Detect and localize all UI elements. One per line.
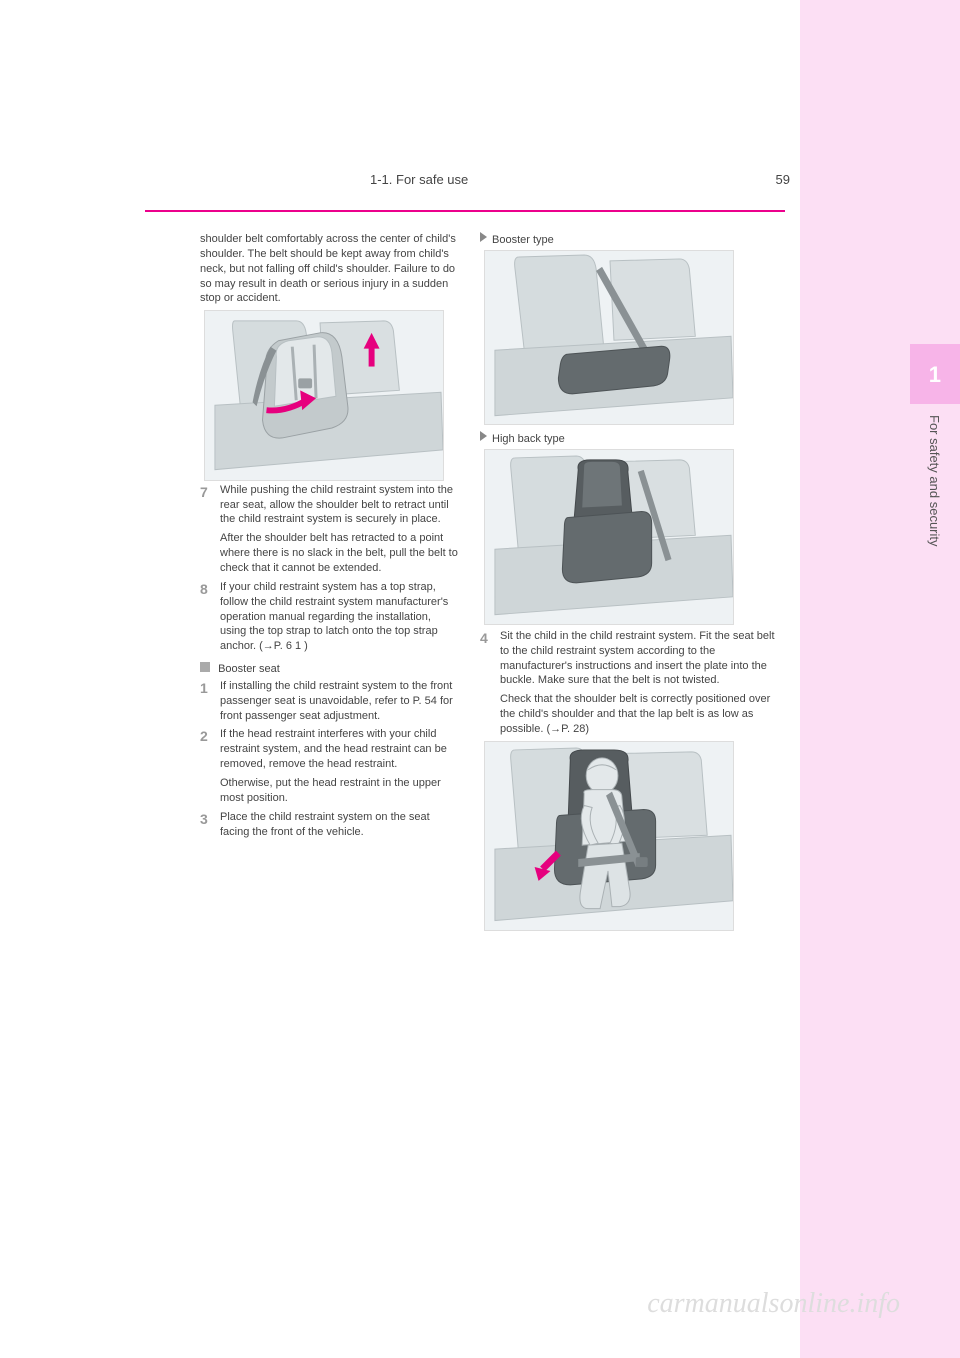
triangle-bullet-icon — [480, 431, 487, 441]
chapter-label: For safety and security — [927, 415, 942, 547]
illus-booster-cushion — [484, 250, 734, 426]
step-2-text: If the head restraint interferes with yo… — [220, 727, 460, 772]
square-bullet-icon — [200, 662, 210, 672]
section-title: 1-1. For safe use — [370, 172, 468, 187]
right-column: Booster type High back type — [480, 232, 780, 935]
page-number: 59 — [776, 172, 790, 187]
step-3-text: Place the child restraint system on the … — [220, 810, 460, 840]
header-rule — [145, 210, 785, 212]
step-number-3: 3 — [200, 810, 212, 840]
illus-high-back-booster — [484, 449, 734, 625]
triangle-bullet-icon — [480, 232, 487, 242]
step-1-text: If installing the child restraint system… — [220, 679, 460, 724]
step-4-text: Sit the child in the child restraint sys… — [500, 629, 780, 688]
booster-heading: Booster seat — [218, 663, 280, 675]
step-number-4: 4 — [480, 629, 492, 688]
step-8-text: If your child restraint system has a top… — [220, 580, 460, 654]
illus-child-in-booster — [484, 741, 734, 931]
chapter-sidebar — [800, 0, 960, 1358]
step-7-text: While pushing the child restraint system… — [220, 483, 460, 528]
step-number-1: 1 — [200, 679, 212, 724]
variant-b-label: High back type — [492, 433, 565, 445]
chapter-number: 1 — [929, 362, 941, 388]
step-number-2: 2 — [200, 727, 212, 772]
variant-a-label: Booster type — [492, 234, 554, 246]
step-2b-text: Otherwise, put the head restraint in the… — [220, 776, 460, 806]
intro-text: shoulder belt comfortably across the cen… — [200, 232, 460, 306]
step-7b-text: After the shoulder belt has retracted to… — [220, 531, 460, 576]
left-column: shoulder belt comfortably across the cen… — [200, 232, 460, 843]
step-number-7: 7 — [200, 483, 212, 528]
illus-forward-facing-seat — [204, 310, 444, 481]
watermark: carmanualsonline.info — [647, 1288, 900, 1320]
step-number-8: 8 — [200, 580, 212, 654]
step-4b-text: Check that the shoulder belt is correctl… — [500, 692, 780, 737]
